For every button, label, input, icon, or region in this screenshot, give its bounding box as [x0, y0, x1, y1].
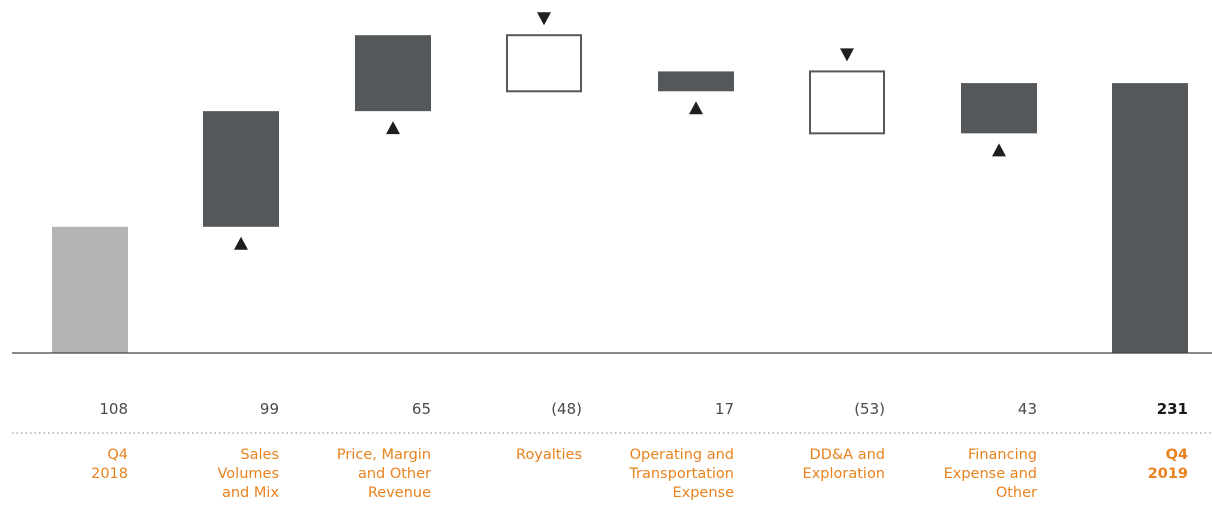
decrease-bar	[506, 34, 582, 93]
value-label: (53)	[854, 400, 885, 418]
category-label: Royalties	[516, 447, 582, 463]
value-label: 65	[412, 400, 431, 418]
category-label: Q4 2019	[1148, 447, 1188, 482]
value-label: 17	[715, 400, 734, 418]
increase-bar	[203, 111, 279, 227]
category-label: Sales Volumes and Mix	[218, 447, 280, 501]
arrow-markers-layer	[234, 12, 1006, 250]
increase-arrow-icon	[386, 121, 400, 135]
total-bar	[1112, 83, 1188, 354]
value-labels-layer: 108 99 65 (48) 17 (53) 43 231	[99, 400, 1188, 418]
value-label: 43	[1018, 400, 1037, 418]
increase-bar	[961, 83, 1037, 134]
category-label: Operating and Transportation Expense	[628, 447, 734, 501]
value-label: 231	[1157, 400, 1188, 418]
category-label: Price, Margin and Other Revenue	[337, 447, 431, 501]
category-label: Q4 2018	[91, 447, 128, 482]
value-label: 99	[260, 400, 279, 418]
value-label: 108	[99, 400, 128, 418]
bars-layer	[52, 34, 1188, 354]
increase-bar	[355, 35, 431, 112]
decrease-arrow-icon	[840, 48, 854, 62]
increase-arrow-icon	[689, 101, 703, 115]
decrease-bar	[809, 70, 885, 135]
start-bar	[52, 226, 128, 353]
category-label: DD&A and Exploration	[803, 447, 885, 482]
increase-arrow-icon	[234, 236, 248, 250]
category-label: Financing Expense and Other	[944, 447, 1037, 501]
increase-arrow-icon	[992, 143, 1006, 157]
increase-bar	[658, 71, 734, 92]
category-labels-layer: Q4 2018 Sales Volumes and Mix Price, Margin an…	[91, 447, 1188, 501]
value-label: (48)	[551, 400, 582, 418]
decrease-arrow-icon	[537, 12, 551, 26]
